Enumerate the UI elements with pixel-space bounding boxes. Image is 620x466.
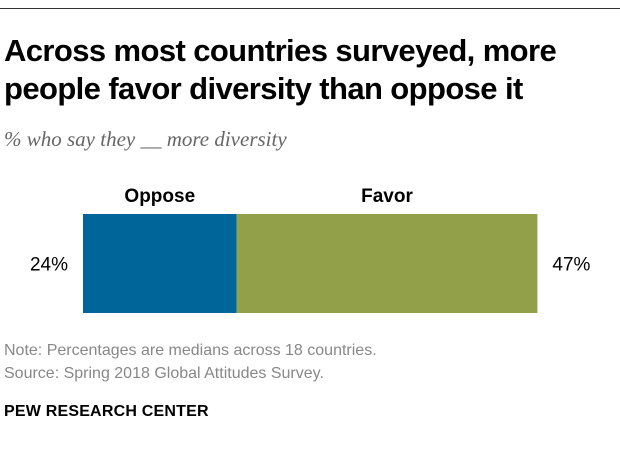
series-label-favor: Favor (361, 186, 413, 207)
pew-research-center-logo: PEW RESEARCH CENTER (4, 403, 209, 420)
bar-segment-oppose (83, 214, 237, 313)
chart-subtitle: % who say they __ more diversity (4, 127, 287, 151)
note-text: Note: Percentages are medians across 18 … (4, 342, 377, 359)
series-label-oppose: Oppose (124, 186, 195, 207)
chart-title-line-2: people favor diversity than oppose it (4, 71, 523, 106)
data-label-oppose: 24% (30, 255, 68, 276)
bar-segment-favor (236, 214, 538, 313)
chart-svg: Oppose Favor 24% 47% (30, 186, 591, 313)
footnotes: Note: Percentages are medians across 18 … (4, 339, 377, 385)
source-text: Source: Spring 2018 Global Attitudes Sur… (4, 365, 324, 382)
data-label-favor: 47% (552, 255, 590, 276)
top-rule (0, 8, 620, 9)
stacked-bar-chart: Oppose Favor 24% 47% (0, 170, 620, 330)
chart-title: Across most countries surveyed, more peo… (4, 32, 616, 108)
chart-title-line-1: Across most countries surveyed, more (4, 33, 557, 68)
